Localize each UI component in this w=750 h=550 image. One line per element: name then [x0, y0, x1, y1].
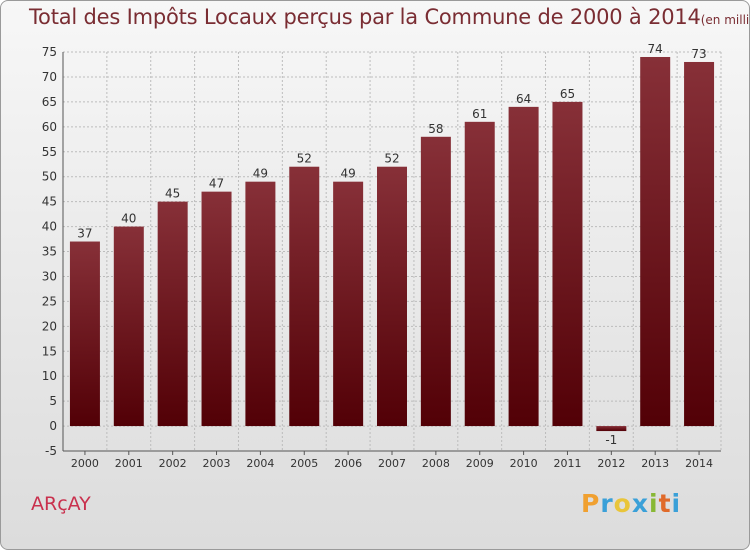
bar-2006 — [333, 181, 364, 427]
y-tick-label: 70 — [42, 70, 57, 84]
commune-name: ARçAY — [31, 493, 91, 515]
y-tick-label: 25 — [42, 294, 57, 308]
bar-2008 — [420, 136, 451, 427]
data-label-2013: 74 — [648, 42, 663, 56]
data-label-2009: 61 — [472, 107, 487, 121]
bar-2002 — [157, 201, 188, 427]
x-tick-label-2013: 2013 — [641, 457, 669, 470]
bar-2007 — [377, 166, 407, 427]
data-label-2014: 73 — [691, 47, 706, 61]
data-label-2002: 45 — [165, 187, 180, 201]
x-tick-label-2012: 2012 — [597, 457, 625, 470]
x-tick-label-2014: 2014 — [685, 457, 713, 470]
bar-2001 — [113, 226, 144, 427]
bar-2013 — [640, 56, 671, 427]
data-label-2010: 64 — [516, 92, 531, 106]
x-tick-label-2009: 2009 — [466, 457, 494, 470]
logo-letter: i — [671, 489, 682, 518]
logo-letter: i — [649, 489, 659, 518]
bar-2003 — [201, 191, 232, 427]
bar-2012 — [596, 426, 627, 432]
chart-title-text: Total des Impôts Locaux perçus par la Co… — [29, 5, 701, 29]
y-tick-label: 50 — [42, 170, 57, 184]
x-tick-label-2006: 2006 — [334, 457, 362, 470]
logo-letter: x — [631, 489, 649, 518]
logo-letter: o — [613, 489, 632, 518]
y-tick-label: 55 — [42, 145, 57, 159]
data-label-2012: -1 — [605, 433, 617, 447]
data-label-2001: 40 — [121, 212, 136, 226]
y-tick-label: 35 — [42, 245, 57, 259]
x-tick-label-2003: 2003 — [203, 457, 231, 470]
bar-2011 — [552, 101, 583, 427]
data-label-2004: 49 — [253, 167, 268, 181]
bar-2009 — [464, 121, 495, 427]
x-tick-label-2001: 2001 — [115, 457, 143, 470]
x-tick-label-2002: 2002 — [159, 457, 187, 470]
axes: -5 0 5 10 15 20 25 30 35 40 45 50 55 60 65 70 75 2000 2001… — [42, 45, 721, 470]
x-tick-label-2007: 2007 — [378, 457, 406, 470]
chart-title: Total des Impôts Locaux perçus par la Co… — [29, 5, 750, 29]
data-label-2000: 37 — [77, 227, 92, 241]
x-tick-label-2011: 2011 — [553, 457, 581, 470]
x-tick-label-2004: 2004 — [246, 457, 274, 470]
data-label-2007: 52 — [384, 152, 399, 166]
bar-2000 — [69, 241, 100, 427]
proxiti-logo: Proxiti — [581, 489, 681, 518]
data-label-2005: 52 — [297, 152, 312, 166]
y-tick-label: 75 — [42, 45, 57, 59]
x-tick-label-2008: 2008 — [422, 457, 450, 470]
x-tick-label-2005: 2005 — [290, 457, 318, 470]
logo-letter: t — [658, 489, 672, 518]
bar-2004 — [245, 181, 276, 427]
y-tick-label: 5 — [49, 394, 57, 408]
y-tick-label: 45 — [42, 195, 57, 209]
bars — [69, 56, 715, 432]
y-tick-label: 15 — [42, 344, 57, 358]
y-tick-label: 20 — [42, 319, 57, 333]
y-tick-label: 65 — [42, 95, 57, 109]
data-label-2003: 47 — [209, 177, 224, 191]
logo-letter: r — [600, 489, 614, 518]
y-tick-label: 40 — [42, 220, 57, 234]
x-tick-label-2010: 2010 — [510, 457, 538, 470]
bar-2010 — [508, 106, 539, 427]
chart-unit: (en milliers d'€) — [700, 13, 750, 27]
y-tick-label: 30 — [42, 269, 57, 283]
data-label-2006: 49 — [340, 167, 355, 181]
bar-2014 — [684, 61, 715, 427]
logo-letter: P — [581, 489, 601, 518]
data-labels: 37 40 45 47 49 52 49 52 58 61 64 65 -1 74 73 — [77, 42, 706, 447]
data-label-2011: 65 — [560, 87, 575, 101]
data-label-2008: 58 — [428, 122, 443, 136]
y-tick-label: 60 — [42, 120, 57, 134]
y-tick-label: 10 — [42, 369, 57, 383]
y-tick-label: -5 — [45, 444, 57, 458]
y-tick-label: 0 — [49, 419, 57, 433]
bar-2005 — [289, 166, 320, 427]
x-tick-label-2000: 2000 — [71, 457, 99, 470]
